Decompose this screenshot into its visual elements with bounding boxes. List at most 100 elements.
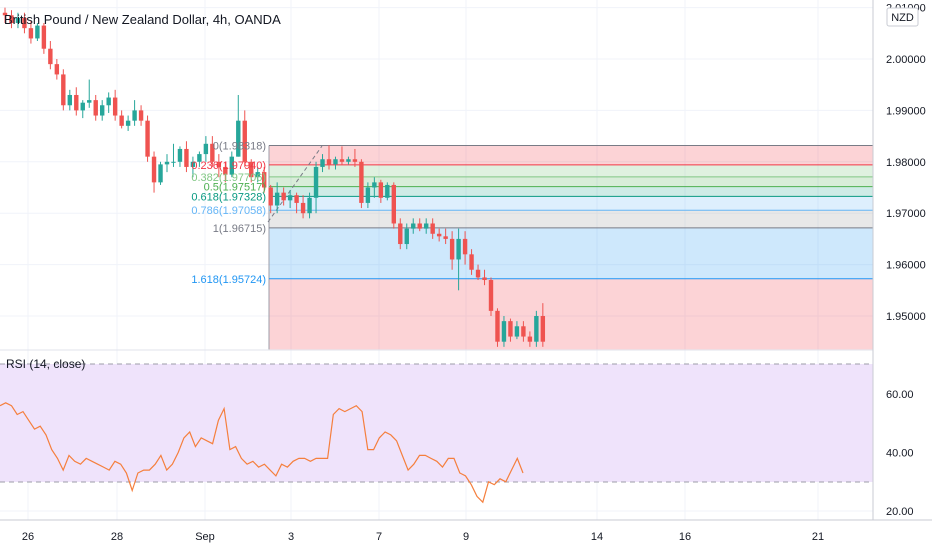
fib-zone xyxy=(269,196,873,211)
rsi-axis-labels: 60.00 40.00 20.00 xyxy=(886,389,914,518)
candle-body xyxy=(93,100,98,116)
candle xyxy=(210,136,215,167)
candle-body xyxy=(249,161,254,178)
rsi-axis-label: 20.00 xyxy=(886,506,914,518)
candle-body xyxy=(197,154,202,162)
candle-body xyxy=(449,238,455,260)
fib-zone xyxy=(269,176,873,187)
candle-body xyxy=(501,321,507,342)
candle xyxy=(307,192,312,219)
fib-level-label: 0.382(1.97706) xyxy=(191,172,266,184)
candle-body xyxy=(210,143,215,162)
candle xyxy=(475,264,481,281)
price-axis-labels: 2.010002.000001.990001.980001.970001.960… xyxy=(886,3,926,323)
candle-body xyxy=(411,223,416,229)
candle xyxy=(417,218,422,232)
candle-body xyxy=(48,48,53,65)
candle xyxy=(262,166,267,193)
candle xyxy=(28,20,34,44)
rsi-line xyxy=(0,402,524,504)
fib-zone-extension xyxy=(269,278,873,350)
time-axis-label: 3 xyxy=(288,531,294,543)
price-axis-label: 2.00000 xyxy=(886,54,926,66)
candle-body xyxy=(2,12,8,16)
candle-body xyxy=(287,195,293,201)
fib-retracement-zones[interactable] xyxy=(269,145,873,350)
fib-zone xyxy=(269,210,873,228)
candle-body xyxy=(74,94,79,111)
time-axis-background[interactable] xyxy=(0,520,932,550)
candle-body xyxy=(106,97,111,106)
fib-retracement-lines[interactable] xyxy=(268,144,873,350)
candle-body xyxy=(138,110,144,121)
candle-body xyxy=(41,25,47,49)
time-axis-label: 21 xyxy=(812,531,824,543)
candle-body xyxy=(307,197,312,214)
candle xyxy=(339,146,345,165)
candle xyxy=(300,195,306,219)
candle-body xyxy=(171,161,176,163)
candle-body xyxy=(404,228,409,245)
candle-body xyxy=(462,238,468,255)
rsi-band-fill xyxy=(0,364,873,482)
candle-body xyxy=(391,184,396,224)
candle xyxy=(216,154,222,178)
candle xyxy=(48,41,53,70)
fib-level-label: 1.618(1.95724) xyxy=(191,274,266,286)
time-axis-labels: 26 28 Sep 3 7 9 14 16 21 xyxy=(22,531,824,543)
candle-body xyxy=(294,195,299,203)
candle xyxy=(41,23,47,54)
candle xyxy=(346,156,351,165)
candle-body xyxy=(28,28,34,39)
rsi-label[interactable]: RSI (14, close) xyxy=(6,357,85,371)
candle xyxy=(164,154,170,173)
candle xyxy=(268,184,273,214)
candle-body xyxy=(521,326,526,337)
candle xyxy=(158,161,163,185)
fib-zone xyxy=(269,164,873,177)
fib-level-labels: 0(1.98318)0.236(1.97940)0.382(1.97706)0.… xyxy=(191,140,266,285)
price-axis-background[interactable] xyxy=(873,0,932,520)
candle-body xyxy=(333,159,338,165)
candle xyxy=(9,10,14,29)
fib-level-label: 0.786(1.97058) xyxy=(191,205,266,217)
candle-body xyxy=(313,166,319,198)
candle xyxy=(372,177,377,198)
candle-body xyxy=(385,184,390,198)
candle-body xyxy=(35,25,40,39)
candle xyxy=(15,12,21,29)
candle-body xyxy=(469,254,474,270)
rsi-axis-label: 60.00 xyxy=(886,389,914,401)
candle xyxy=(294,192,299,214)
candle-body xyxy=(61,74,66,106)
candle xyxy=(22,12,27,34)
candle xyxy=(430,218,435,239)
candle-body xyxy=(54,64,60,75)
candle xyxy=(112,89,118,121)
candle-body xyxy=(203,143,209,155)
price-axis-label: 1.96000 xyxy=(886,260,926,272)
candle-body xyxy=(112,97,118,116)
candle-body xyxy=(424,223,429,229)
candle-body xyxy=(242,120,247,162)
chart-title[interactable]: British Pound / New Zealand Dollar, 4h, … xyxy=(4,12,281,27)
candle xyxy=(449,231,455,270)
candle xyxy=(352,148,358,167)
candle xyxy=(359,159,364,209)
candle xyxy=(281,187,286,206)
candle xyxy=(391,182,396,229)
candle xyxy=(229,151,234,178)
candle-body xyxy=(482,277,487,281)
candle-body xyxy=(300,202,306,214)
candle-body xyxy=(229,156,234,175)
candle xyxy=(249,159,254,183)
fib-zone xyxy=(269,186,873,197)
candle-body xyxy=(164,161,170,165)
candle-body xyxy=(255,172,260,178)
candle-body xyxy=(320,159,325,167)
candle-body xyxy=(87,100,92,103)
candle xyxy=(508,318,513,342)
currency-badge[interactable] xyxy=(886,7,919,27)
candle-body xyxy=(352,159,358,162)
